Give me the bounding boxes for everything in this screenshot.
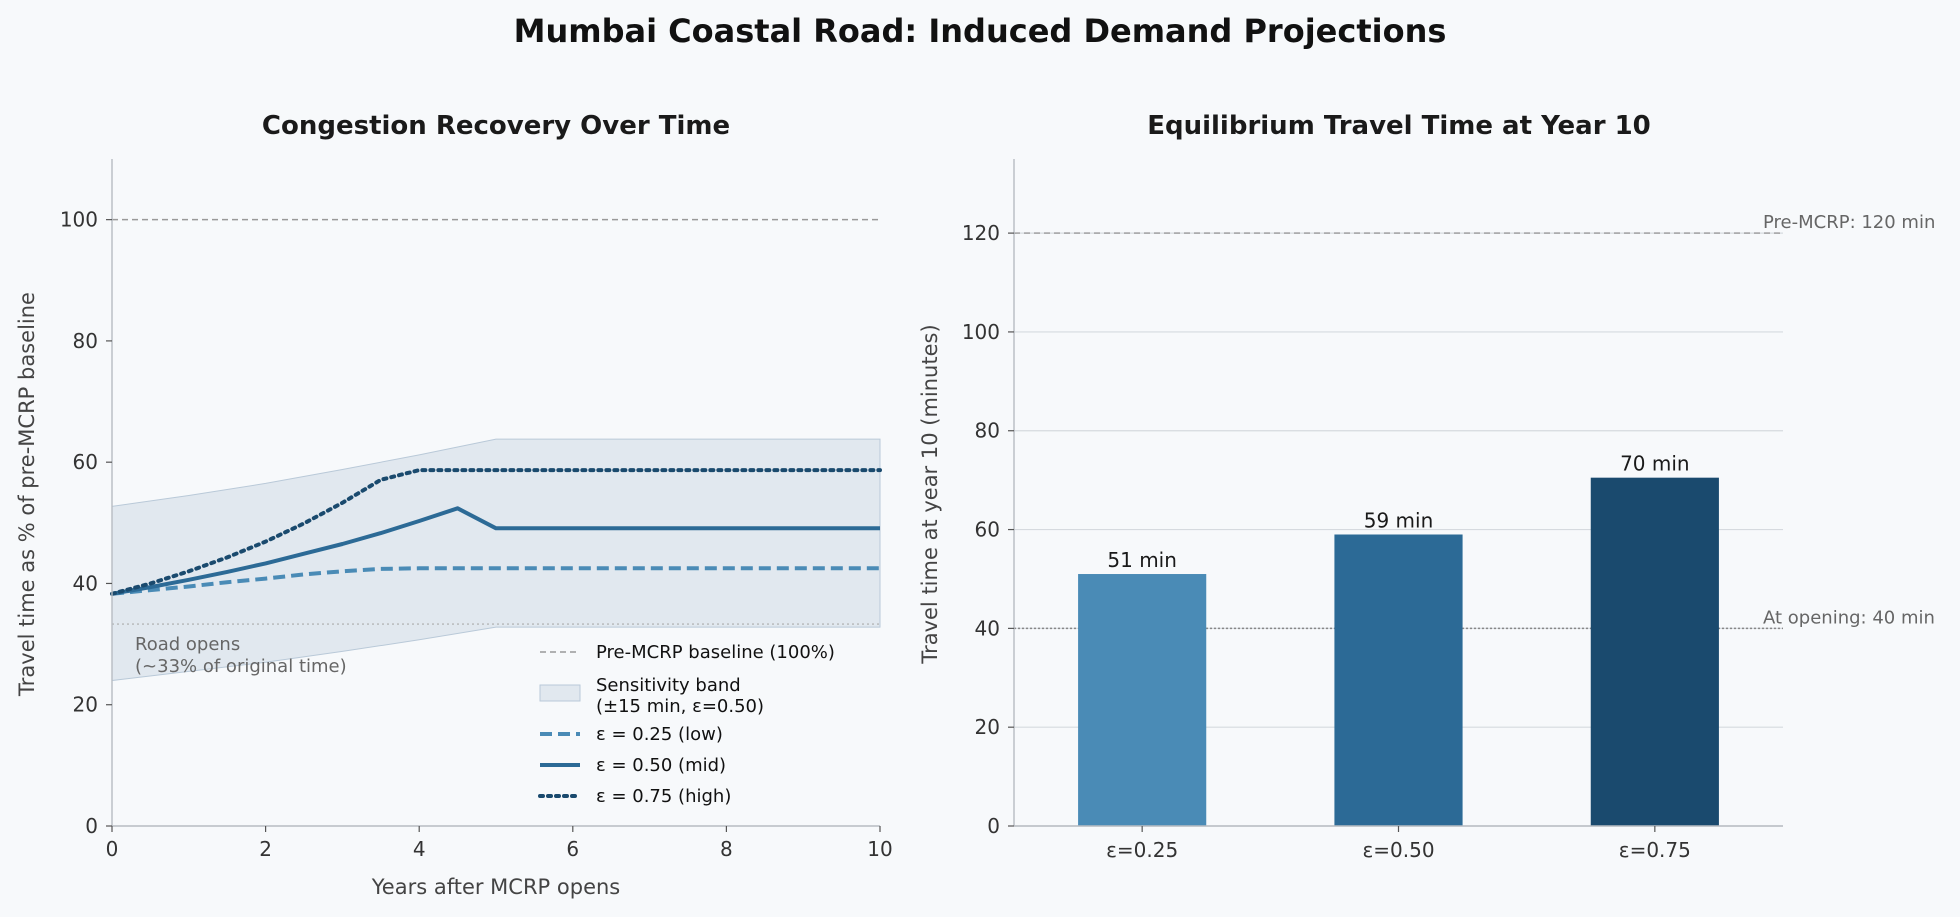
x-tick-label: 4	[413, 837, 426, 861]
y-tick-label: 40	[73, 571, 98, 595]
sensitivity-band-layer	[111, 438, 881, 682]
left-chart-title: Congestion Recovery Over Time	[262, 111, 730, 141]
y-tick-label: 80	[975, 419, 1000, 443]
x-tick-label: 6	[566, 837, 579, 861]
left-reference-lines	[112, 218, 880, 625]
figure-title: Mumbai Coastal Road: Induced Demand Proj…	[514, 12, 1447, 50]
right-chart-title: Equilibrium Travel Time at Year 10	[1147, 111, 1651, 141]
legend-label-band: Sensitivity band	[596, 675, 741, 696]
right-chart-panel: Equilibrium Travel Time at Year 10 Pre-M…	[918, 111, 1935, 862]
category-label: ε=0.50	[1362, 838, 1434, 862]
bar-3	[1590, 477, 1719, 826]
x-tick-label: 0	[106, 837, 119, 861]
reference-line-label-1: Pre-MCRP: 120 min	[1763, 212, 1935, 233]
y-tick-label: 100	[60, 208, 98, 232]
series-line-1	[111, 566, 880, 596]
road-opens-annotation: Road opens(~33% of original time)	[135, 634, 347, 677]
annotation-line: (~33% of original time)	[135, 656, 347, 677]
y-tick-label: 0	[85, 814, 98, 838]
y-tick-label: 60	[73, 450, 98, 474]
series-line-3	[110, 468, 882, 596]
left-legend: Pre-MCRP baseline (100%) Sensitivity band…	[538, 642, 835, 807]
reference-line-label-2: At opening: 40 min	[1763, 607, 1935, 628]
legend-label-band: (±15 min, ε=0.50)	[596, 696, 764, 717]
left-series-lines	[110, 468, 882, 596]
legend-label-series-1: ε = 0.25 (low)	[596, 724, 723, 745]
series-line-2	[111, 506, 880, 596]
bar-1	[1078, 574, 1207, 826]
bar-value-label: 70 min	[1620, 452, 1690, 476]
x-tick-label: 10	[867, 837, 892, 861]
legend-label-baseline: Pre-MCRP baseline (100%)	[596, 642, 835, 663]
right-axes: ε=0.25 ε=0.50 ε=0.75 0 20 40 60 80 100 120	[962, 159, 1783, 862]
category-label: ε=0.25	[1106, 838, 1178, 862]
legend-swatch-band	[539, 684, 581, 702]
y-tick-label: 60	[975, 518, 1000, 542]
legend-label-series-2: ε = 0.50 (mid)	[596, 755, 726, 776]
left-chart-panel: Congestion Recovery Over Time 0 2 4 6 8 10020…	[15, 111, 893, 899]
y-tick-label: 20	[73, 693, 98, 717]
sensitivity-band	[111, 438, 881, 682]
category-label: ε=0.75	[1619, 838, 1691, 862]
y-tick-label: 100	[962, 320, 1000, 344]
bar-value-label: 59 min	[1364, 508, 1434, 532]
right-bars: 51 min 59 min 70 min	[1078, 452, 1719, 826]
y-tick-label: 0	[987, 814, 1000, 838]
legend-label-series-3: ε = 0.75 (high)	[596, 786, 731, 807]
left-x-axis-label: Years after MCRP opens	[371, 875, 621, 899]
y-tick-label: 120	[962, 221, 1000, 245]
left-y-axis-label: Travel time as % of pre-MCRP baseline	[15, 292, 39, 697]
annotation-line: Road opens	[135, 634, 240, 655]
x-tick-label: 2	[259, 837, 272, 861]
x-tick-label: 8	[720, 837, 733, 861]
y-tick-label: 40	[975, 616, 1000, 640]
bar-value-label: 51 min	[1107, 548, 1177, 572]
bar-2	[1334, 534, 1463, 826]
y-tick-label: 20	[975, 715, 1000, 739]
y-tick-label: 80	[73, 329, 98, 353]
right-y-axis-label: Travel time at year 10 (minutes)	[918, 324, 942, 664]
